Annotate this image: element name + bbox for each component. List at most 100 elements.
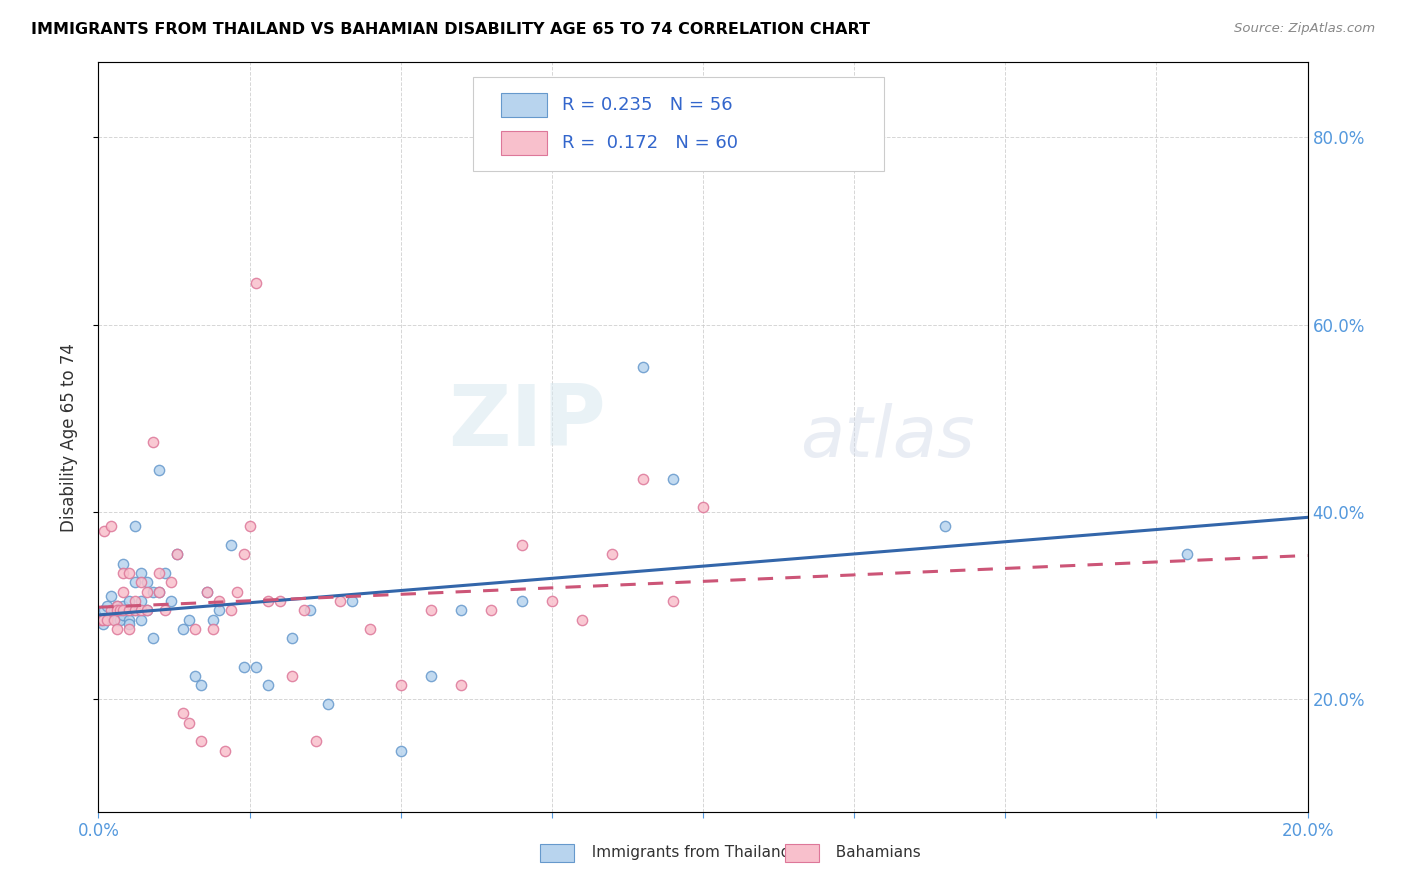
Point xyxy=(118,603,141,617)
Point xyxy=(934,519,956,533)
Point xyxy=(239,519,262,533)
Point xyxy=(510,538,533,552)
Point xyxy=(90,613,112,627)
Point xyxy=(105,603,128,617)
Point xyxy=(172,706,194,721)
Point xyxy=(153,603,176,617)
Point xyxy=(100,519,122,533)
Point xyxy=(1175,547,1198,561)
Point xyxy=(692,500,714,515)
Point xyxy=(166,547,188,561)
Point xyxy=(281,669,304,683)
Point xyxy=(450,678,472,692)
Point xyxy=(118,594,141,608)
Point xyxy=(148,584,170,599)
Point xyxy=(100,603,122,617)
Point xyxy=(450,603,472,617)
Point xyxy=(269,594,291,608)
Point xyxy=(208,594,231,608)
Point xyxy=(661,472,683,486)
Point xyxy=(232,659,254,673)
Point xyxy=(661,594,683,608)
Point xyxy=(124,575,146,590)
Point xyxy=(208,603,231,617)
Point xyxy=(389,744,412,758)
Point xyxy=(631,359,654,374)
Point xyxy=(129,575,152,590)
Point xyxy=(195,584,218,599)
Point xyxy=(105,613,128,627)
Point xyxy=(179,715,201,730)
Point xyxy=(540,594,562,608)
Point xyxy=(105,603,128,617)
Point xyxy=(129,603,152,617)
Point xyxy=(256,678,278,692)
Point xyxy=(118,622,141,636)
Point xyxy=(111,608,134,623)
Point xyxy=(135,575,157,590)
FancyBboxPatch shape xyxy=(474,78,884,171)
Y-axis label: Disability Age 65 to 74: Disability Age 65 to 74 xyxy=(59,343,77,532)
Point xyxy=(221,603,243,617)
Point xyxy=(93,524,115,538)
Point xyxy=(129,613,152,627)
Point xyxy=(105,599,128,613)
Point xyxy=(135,603,157,617)
Point xyxy=(202,613,225,627)
Point xyxy=(221,538,243,552)
Point xyxy=(184,669,207,683)
Point xyxy=(166,547,188,561)
Point xyxy=(105,599,128,613)
Point xyxy=(111,584,134,599)
Point xyxy=(148,584,170,599)
Point xyxy=(124,519,146,533)
Text: R = 0.235   N = 56: R = 0.235 N = 56 xyxy=(561,96,733,114)
Point xyxy=(135,603,157,617)
Point xyxy=(148,566,170,580)
Point xyxy=(160,594,183,608)
Point xyxy=(190,678,212,692)
Point xyxy=(305,734,328,748)
Point xyxy=(245,659,267,673)
Point xyxy=(281,632,304,646)
FancyBboxPatch shape xyxy=(540,844,574,863)
Point xyxy=(256,594,278,608)
Point xyxy=(245,276,267,290)
Text: Immigrants from Thailand: Immigrants from Thailand xyxy=(582,846,790,861)
Point xyxy=(202,622,225,636)
Point xyxy=(292,603,315,617)
Point xyxy=(100,589,122,603)
Point xyxy=(108,613,131,627)
Point xyxy=(93,603,115,617)
Point xyxy=(153,566,176,580)
Point xyxy=(389,678,412,692)
Text: Bahamians: Bahamians xyxy=(827,846,921,861)
Point xyxy=(190,734,212,748)
Point xyxy=(124,603,146,617)
Point xyxy=(96,613,118,627)
Point xyxy=(108,603,131,617)
Point xyxy=(103,603,125,617)
Point xyxy=(124,603,146,617)
Point xyxy=(299,603,322,617)
FancyBboxPatch shape xyxy=(501,130,547,154)
Point xyxy=(631,472,654,486)
Point xyxy=(329,594,352,608)
Point xyxy=(111,599,134,613)
Point xyxy=(481,603,503,617)
Point xyxy=(129,566,152,580)
Point xyxy=(195,584,218,599)
Point xyxy=(124,594,146,608)
Point xyxy=(172,622,194,636)
Text: Source: ZipAtlas.com: Source: ZipAtlas.com xyxy=(1234,22,1375,36)
Point xyxy=(105,622,128,636)
Point xyxy=(103,613,125,627)
Point xyxy=(179,613,201,627)
Point xyxy=(142,584,165,599)
Point xyxy=(571,613,593,627)
Point xyxy=(118,566,141,580)
Point xyxy=(142,434,165,449)
Text: R =  0.172   N = 60: R = 0.172 N = 60 xyxy=(561,134,738,152)
Point xyxy=(316,697,339,711)
Point xyxy=(118,617,141,632)
